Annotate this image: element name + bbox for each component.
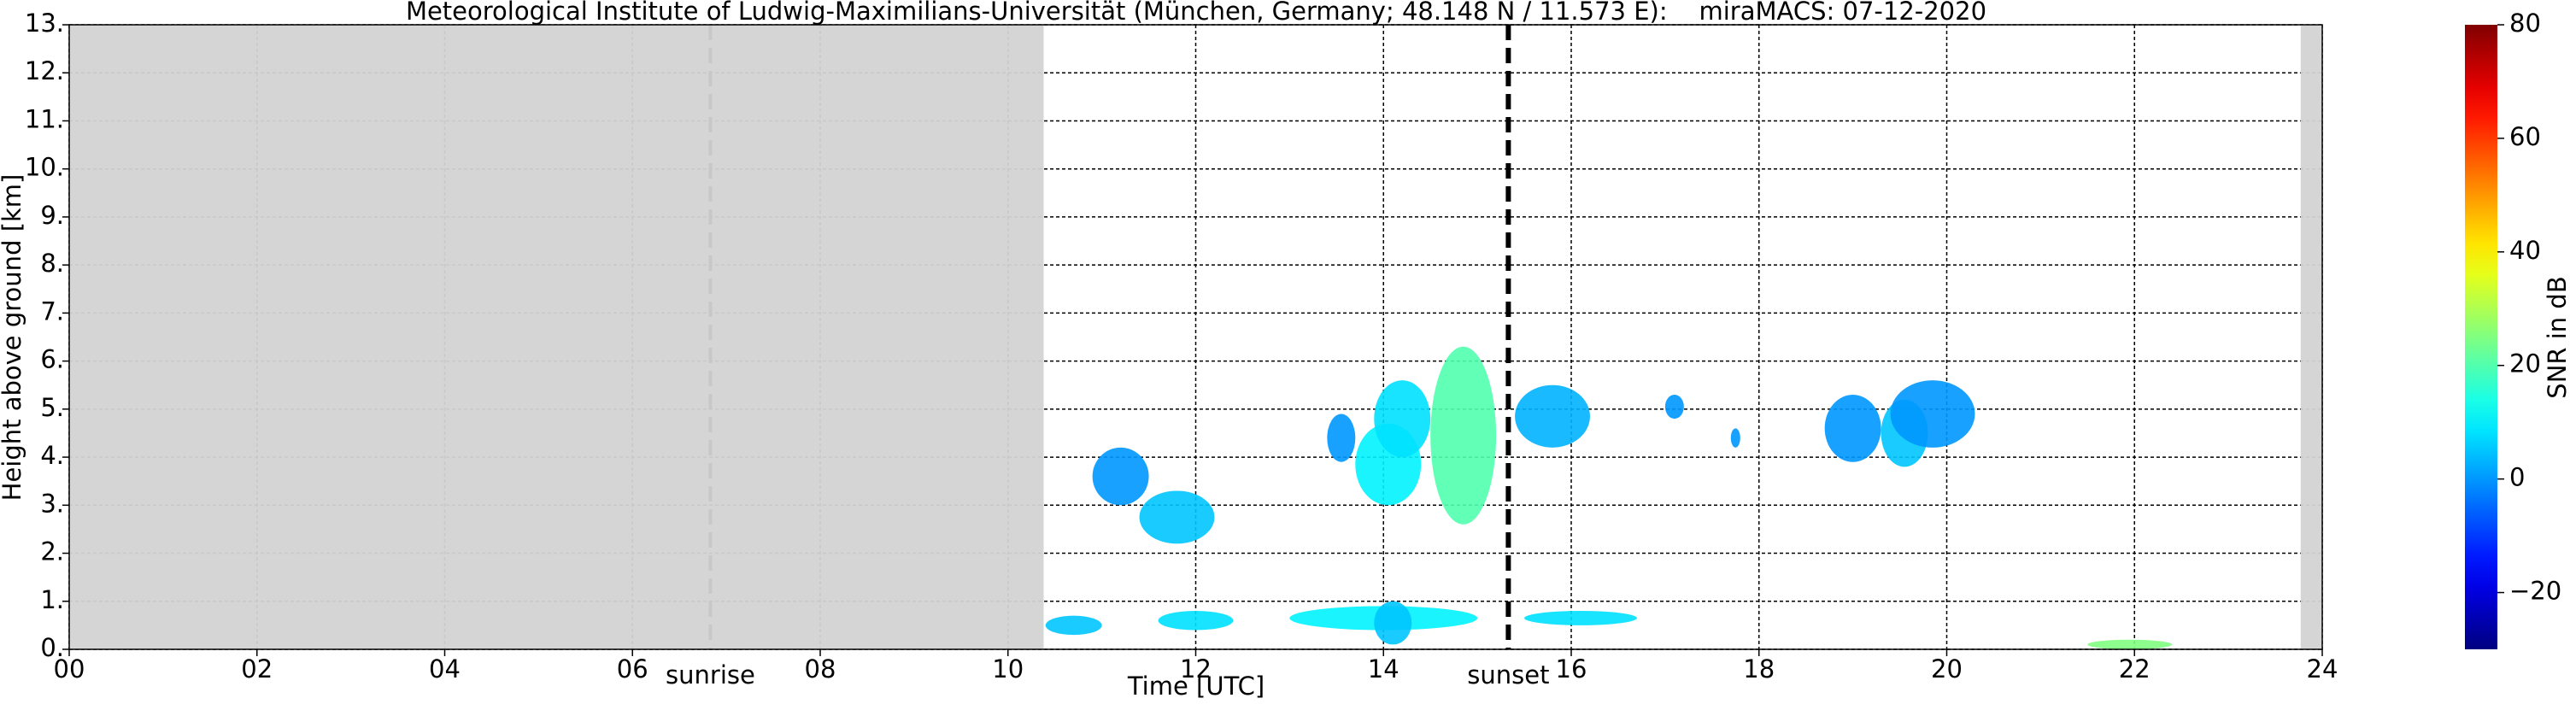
colorbar-tick-label: 20 bbox=[2509, 349, 2541, 378]
x-axis-label: Time [UTC] bbox=[1127, 672, 1265, 701]
colorbar-tick-label: −20 bbox=[2509, 577, 2561, 606]
y-tick-label: 1. bbox=[40, 585, 64, 614]
x-tick-label: 14 bbox=[1368, 654, 1399, 683]
x-tick-label: 18 bbox=[1743, 654, 1775, 683]
echo bbox=[2087, 639, 2173, 650]
x-tick-label: 12 bbox=[1180, 654, 1212, 683]
x-tick-label: 22 bbox=[2119, 654, 2151, 683]
x-tick-label: 24 bbox=[2307, 654, 2338, 683]
annotation-label: sunset bbox=[1467, 660, 1549, 689]
echo bbox=[1824, 394, 1881, 462]
x-tick-label: 04 bbox=[429, 654, 461, 683]
y-tick-label: 12. bbox=[25, 56, 64, 85]
echo bbox=[1730, 428, 1740, 448]
y-tick-label: 6. bbox=[40, 345, 64, 374]
echo bbox=[1524, 611, 1637, 625]
colorbar-tick-label: 40 bbox=[2509, 236, 2541, 265]
echo bbox=[1374, 380, 1431, 458]
echo bbox=[1139, 490, 1215, 544]
y-tick-label: 9. bbox=[40, 201, 64, 230]
echo bbox=[1890, 380, 1975, 448]
y-tick-label: 5. bbox=[40, 393, 64, 422]
x-tick-label: 00 bbox=[54, 654, 85, 683]
y-tick-label: 13. bbox=[25, 9, 64, 38]
y-tick-label: 11. bbox=[25, 104, 64, 133]
x-tick-label: 08 bbox=[805, 654, 836, 683]
x-tick-label: 06 bbox=[617, 654, 648, 683]
echo bbox=[1327, 414, 1356, 462]
echo bbox=[1374, 601, 1412, 645]
y-axis-label: Height above ground [km] bbox=[0, 174, 26, 502]
no-data-region bbox=[2300, 25, 2322, 649]
annotation-label: sunrise bbox=[666, 660, 755, 689]
y-tick-label: 8. bbox=[40, 249, 64, 278]
colorbar-tick-label: 60 bbox=[2509, 122, 2541, 151]
colorbar bbox=[2465, 25, 2497, 649]
y-tick-label: 2. bbox=[40, 537, 64, 566]
echo bbox=[1158, 611, 1234, 631]
x-tick-label: 20 bbox=[1931, 654, 1963, 683]
no-data-region bbox=[69, 25, 1044, 649]
chart-title: Meteorological Institute of Ludwig-Maxim… bbox=[406, 0, 1986, 26]
echo bbox=[1092, 447, 1149, 506]
x-tick-label: 02 bbox=[241, 654, 273, 683]
y-tick-label: 0. bbox=[40, 633, 64, 662]
x-tick-label: 10 bbox=[992, 654, 1024, 683]
y-tick-label: 4. bbox=[40, 441, 64, 470]
colorbar-tick-label: 80 bbox=[2509, 9, 2541, 38]
echo bbox=[1515, 384, 1590, 448]
y-tick-label: 7. bbox=[40, 296, 64, 326]
echo bbox=[1045, 615, 1102, 636]
colorbar-label: SNR in dB bbox=[2543, 276, 2572, 398]
y-tick-label: 3. bbox=[40, 489, 64, 518]
colorbar-tick-label: 0 bbox=[2509, 463, 2525, 492]
x-tick-label: 16 bbox=[1556, 654, 1587, 683]
y-tick-label: 10. bbox=[25, 153, 64, 182]
echo bbox=[1664, 394, 1684, 419]
echo bbox=[1430, 346, 1497, 525]
